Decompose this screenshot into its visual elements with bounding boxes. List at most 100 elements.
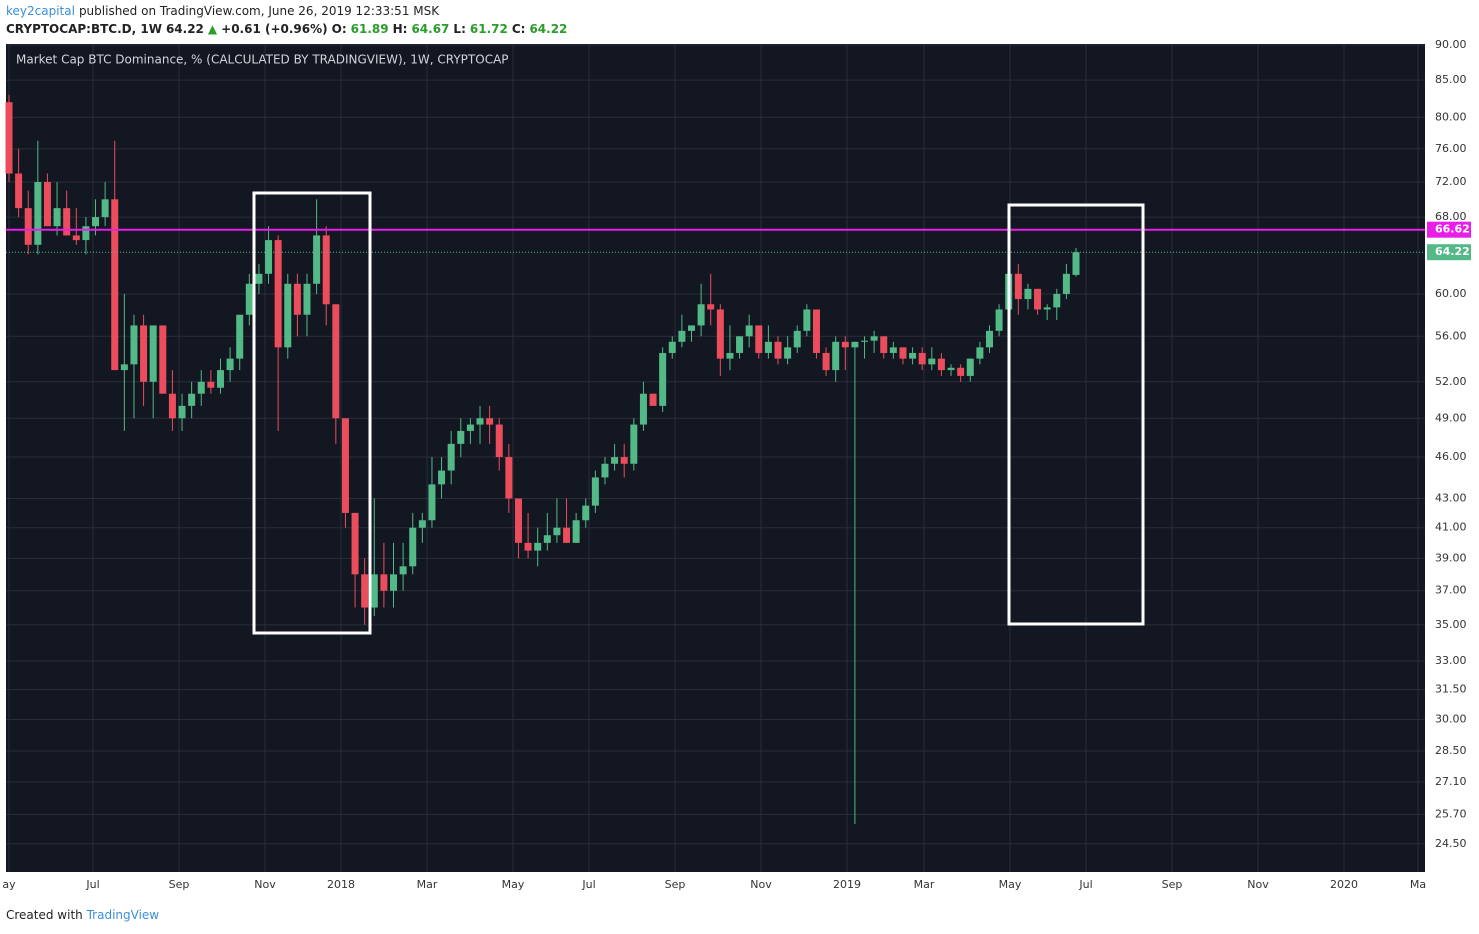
annotation-box — [252, 191, 372, 635]
candle-body — [197, 381, 205, 394]
candle-body — [841, 341, 849, 348]
candle-body — [476, 418, 484, 425]
candle-body — [255, 273, 263, 284]
candle-body — [1034, 288, 1042, 310]
symbol: CRYPTOCAP:BTC.D, 1W — [6, 22, 162, 36]
header-line: key2capital published on TradingView.com,… — [6, 4, 443, 18]
last-price-label: 64.22 — [1435, 245, 1470, 258]
candle-body — [505, 457, 513, 499]
candle-body — [745, 325, 753, 337]
x-tick-label: Mar — [914, 878, 935, 891]
y-tick-label: 43.00 — [1435, 491, 1467, 504]
y-tick-label: 33.00 — [1435, 654, 1467, 667]
level-label: 66.62 — [1435, 223, 1470, 236]
y-tick-label: 85.00 — [1435, 73, 1467, 86]
candle-body — [985, 330, 993, 348]
candle-body — [495, 424, 503, 458]
x-tick-label: 2020 — [1330, 878, 1358, 891]
last-price-tag — [1427, 244, 1471, 261]
candle-body — [159, 325, 167, 394]
candle-body — [803, 309, 811, 331]
candle-body — [899, 347, 907, 359]
low: 61.72 — [469, 22, 508, 36]
x-tick-label: 2018 — [327, 878, 355, 891]
candle-body — [678, 330, 686, 342]
candle-body — [82, 226, 90, 241]
candle-body — [168, 393, 176, 419]
candle-body — [591, 477, 599, 506]
x-tick-label: Jul — [1078, 878, 1092, 891]
x-tick-label: Sep — [1162, 878, 1183, 891]
candle-body — [43, 182, 51, 227]
candle-body — [34, 182, 42, 245]
candle-body — [265, 240, 273, 274]
y-tick-label: 39.00 — [1435, 551, 1467, 564]
candle-body — [341, 418, 349, 513]
candle-body — [774, 341, 782, 359]
x-tick-label: May — [999, 878, 1022, 891]
candle-body — [188, 393, 196, 406]
candle-body — [563, 527, 571, 543]
x-tick-label: Jul — [85, 878, 99, 891]
candle-body — [514, 498, 522, 543]
candle-body — [140, 325, 148, 382]
c-label: C: — [511, 22, 526, 36]
x-tick-label: 2019 — [833, 878, 861, 891]
y-tick-label: 28.50 — [1435, 744, 1467, 757]
chart-title: Market Cap BTC Dominance, % (CALCULATED … — [16, 53, 509, 67]
header-line: CRYPTOCAP:BTC.D, 1W 64.22 ▲ +0.61 (+0.96%) O… — [6, 22, 571, 36]
high: 64.67 — [411, 22, 450, 36]
candle-body — [120, 364, 128, 371]
candle-body — [274, 240, 282, 348]
candle-body — [149, 325, 157, 382]
candle-body — [418, 520, 426, 528]
level-tag — [1427, 221, 1471, 238]
candle-body — [687, 325, 695, 331]
candle-body — [918, 352, 926, 365]
y-tick-label: 60.00 — [1435, 287, 1467, 300]
candle-body — [755, 325, 763, 353]
candle-body — [53, 208, 61, 227]
candle-body — [880, 336, 888, 353]
close: 64.22 — [529, 22, 568, 36]
author: key2capital — [6, 4, 75, 18]
candle-body — [303, 283, 311, 315]
candle-body — [928, 358, 936, 365]
candle-body — [1024, 288, 1032, 300]
candle-body — [293, 283, 301, 315]
published: published on TradingView.com, June 26, 2… — [78, 4, 440, 18]
candle-body — [784, 347, 792, 359]
candle-body — [5, 102, 13, 174]
candle-body — [313, 235, 321, 284]
candle-body — [101, 199, 109, 218]
x-tick-label: Nov — [750, 878, 772, 891]
footer: Created with TradingView — [6, 908, 159, 922]
candle-body — [236, 314, 244, 359]
y-tick-label: 31.50 — [1435, 683, 1467, 696]
candle-body — [486, 418, 494, 425]
y-tick-label: 24.50 — [1435, 837, 1467, 850]
candle-body — [24, 208, 32, 245]
candle-body — [284, 283, 292, 348]
candle-body — [92, 217, 100, 227]
x-tick-label: Ma — [1410, 878, 1426, 891]
candle-body — [226, 358, 234, 371]
candle-body — [995, 309, 1003, 331]
candle-body — [812, 309, 820, 353]
candle-body — [649, 393, 657, 406]
candle-body — [63, 208, 71, 236]
y-tick-label: 46.00 — [1435, 450, 1467, 463]
x-tick-label: Mar — [417, 878, 438, 891]
candle-body — [861, 340, 869, 342]
candle-body — [245, 283, 253, 315]
candle-body — [889, 347, 897, 353]
candle-body — [322, 235, 330, 305]
x-tick-label: May — [502, 878, 525, 891]
candle-body — [764, 341, 772, 353]
candle-body — [851, 341, 859, 348]
y-tick-label: 90.00 — [1435, 38, 1467, 51]
candle-body — [611, 457, 619, 464]
candle-body — [726, 352, 734, 359]
